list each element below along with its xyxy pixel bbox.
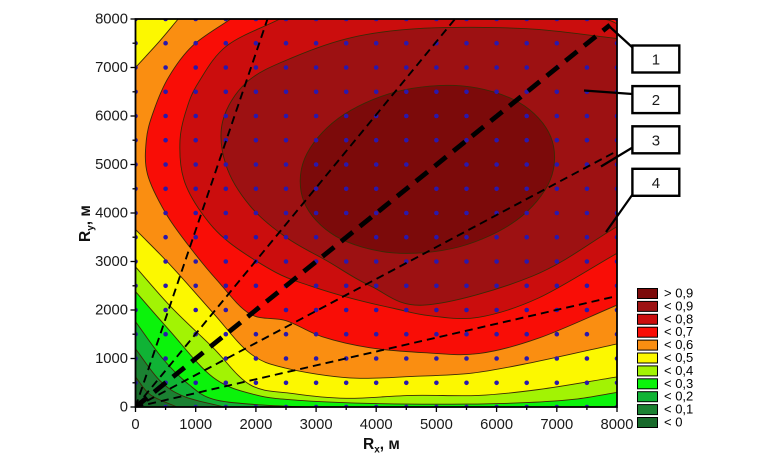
svg-text:< 0,7: < 0,7 xyxy=(664,324,693,339)
svg-text:0: 0 xyxy=(120,400,128,416)
svg-text:> 0,9: > 0,9 xyxy=(664,286,693,301)
svg-text:< 0,1: < 0,1 xyxy=(664,402,693,417)
svg-text:< 0: < 0 xyxy=(664,415,682,430)
svg-text:< 0,3: < 0,3 xyxy=(664,376,693,391)
svg-text:4: 4 xyxy=(652,175,660,192)
svg-text:2: 2 xyxy=(652,92,660,109)
svg-text:4000: 4000 xyxy=(95,206,128,222)
svg-text:7000: 7000 xyxy=(95,60,128,76)
svg-text:3000: 3000 xyxy=(300,417,333,433)
svg-text:2000: 2000 xyxy=(95,303,128,319)
svg-text:5000: 5000 xyxy=(95,157,128,173)
svg-text:0: 0 xyxy=(131,417,139,433)
svg-text:1000: 1000 xyxy=(95,351,128,367)
svg-text:4000: 4000 xyxy=(360,417,393,433)
svg-text:< 0,4: < 0,4 xyxy=(664,363,693,378)
svg-text:8000: 8000 xyxy=(601,417,634,433)
svg-text:2000: 2000 xyxy=(239,417,272,433)
svg-text:1000: 1000 xyxy=(179,417,212,433)
svg-text:< 0,8: < 0,8 xyxy=(664,311,693,326)
svg-text:< 0,5: < 0,5 xyxy=(664,350,693,365)
svg-text:5000: 5000 xyxy=(420,417,453,433)
svg-text:Rx, м: Rx, м xyxy=(363,436,400,456)
svg-text:6000: 6000 xyxy=(95,109,128,125)
svg-text:Ry, м: Ry, м xyxy=(77,205,97,242)
svg-text:< 0,6: < 0,6 xyxy=(664,337,693,352)
svg-text:6000: 6000 xyxy=(480,417,513,433)
svg-text:7000: 7000 xyxy=(540,417,573,433)
svg-text:3000: 3000 xyxy=(95,254,128,270)
svg-text:< 0,2: < 0,2 xyxy=(664,389,693,404)
svg-text:< 0,9: < 0,9 xyxy=(664,298,693,313)
svg-text:8000: 8000 xyxy=(95,12,128,28)
svg-text:1: 1 xyxy=(652,52,660,69)
svg-text:3: 3 xyxy=(652,132,660,149)
